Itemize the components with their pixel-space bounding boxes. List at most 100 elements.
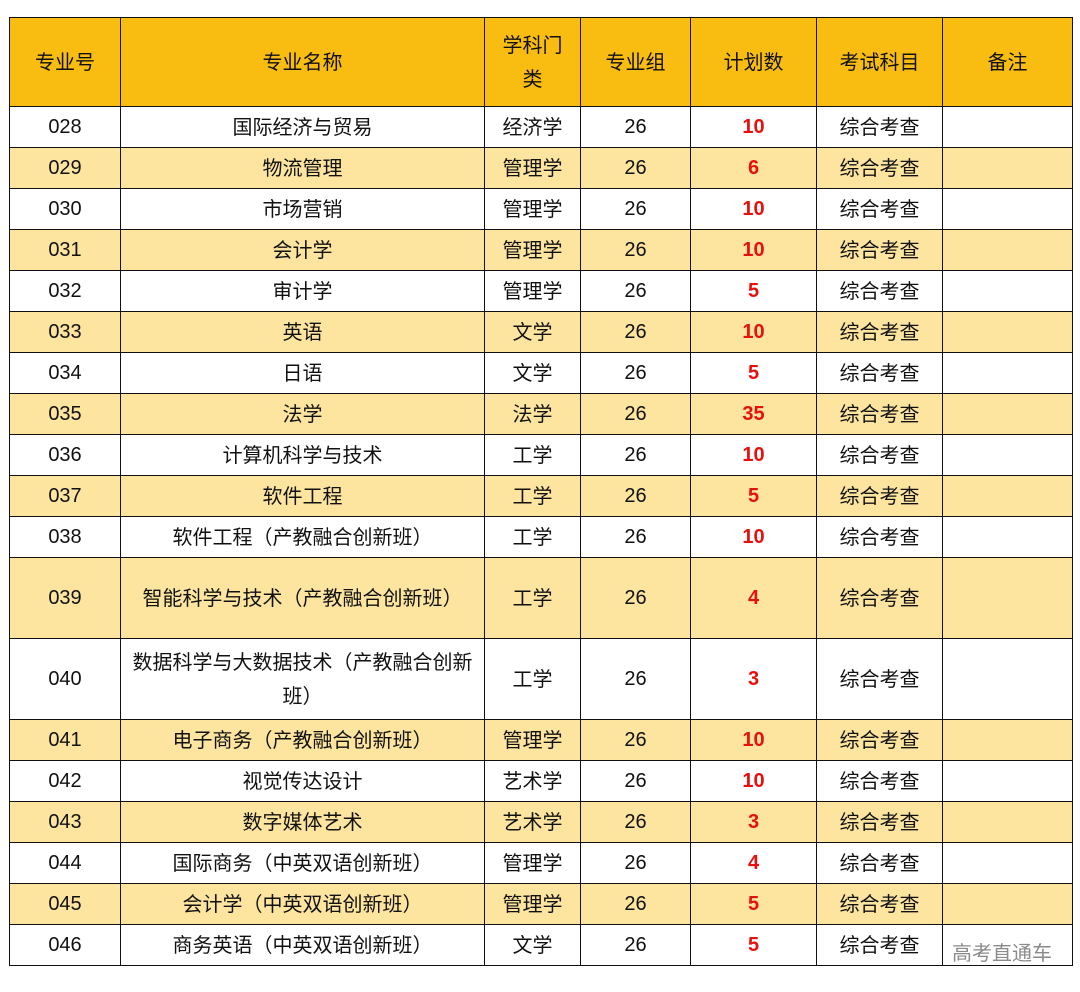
cell-group: 26 bbox=[580, 557, 691, 639]
cell-name: 智能科学与技术（产教融合创新班） bbox=[120, 557, 485, 639]
cell-category: 管理学 bbox=[484, 842, 581, 884]
cell-count: 4 bbox=[690, 842, 817, 884]
cell-note bbox=[942, 719, 1073, 761]
cell-name: 商务英语（中英双语创新班） bbox=[120, 924, 485, 966]
table-row: 033 英语 文学 26 10 综合考查 bbox=[9, 311, 1073, 353]
cell-group: 26 bbox=[580, 924, 691, 966]
cell-note bbox=[942, 147, 1073, 189]
cell-note bbox=[942, 352, 1073, 394]
cell-name: 计算机科学与技术 bbox=[120, 434, 485, 476]
cell-code: 042 bbox=[9, 760, 121, 802]
table-row: 041 电子商务（产教融合创新班） 管理学 26 10 综合考查 bbox=[9, 719, 1073, 761]
cell-count: 10 bbox=[690, 719, 817, 761]
table-row: 031 会计学 管理学 26 10 综合考查 bbox=[9, 229, 1073, 271]
cell-category: 工学 bbox=[484, 434, 581, 476]
cell-subject: 综合考查 bbox=[816, 801, 943, 843]
table-row: 040 数据科学与大数据技术（产教融合创新班） 工学 26 3 综合考查 bbox=[9, 638, 1073, 720]
watermark: 高考直通车 bbox=[952, 941, 1052, 965]
cell-name: 物流管理 bbox=[120, 147, 485, 189]
cell-count: 6 bbox=[690, 147, 817, 189]
cell-category: 工学 bbox=[484, 557, 581, 639]
cell-group: 26 bbox=[580, 311, 691, 353]
cell-name: 数据科学与大数据技术（产教融合创新班） bbox=[120, 638, 485, 720]
cell-code: 033 bbox=[9, 311, 121, 353]
cell-name: 软件工程（产教融合创新班） bbox=[120, 516, 485, 558]
cell-count: 10 bbox=[690, 760, 817, 802]
cell-group: 26 bbox=[580, 434, 691, 476]
cell-name: 会计学（中英双语创新班） bbox=[120, 883, 485, 925]
cell-group: 26 bbox=[580, 842, 691, 884]
cell-count: 10 bbox=[690, 229, 817, 271]
table-row: 045 会计学（中英双语创新班） 管理学 26 5 综合考查 bbox=[9, 883, 1073, 925]
cell-code: 044 bbox=[9, 842, 121, 884]
cell-name: 软件工程 bbox=[120, 475, 485, 517]
table-row: 039 智能科学与技术（产教融合创新班） 工学 26 4 综合考查 bbox=[9, 557, 1073, 639]
cell-name: 视觉传达设计 bbox=[120, 760, 485, 802]
cell-name: 国际商务（中英双语创新班） bbox=[120, 842, 485, 884]
cell-category: 艺术学 bbox=[484, 801, 581, 843]
cell-group: 26 bbox=[580, 719, 691, 761]
cell-name: 会计学 bbox=[120, 229, 485, 271]
cell-subject: 综合考查 bbox=[816, 883, 943, 925]
cell-count: 3 bbox=[690, 638, 817, 720]
cell-code: 035 bbox=[9, 393, 121, 435]
cell-category: 管理学 bbox=[484, 883, 581, 925]
cell-name: 审计学 bbox=[120, 270, 485, 312]
cell-category: 工学 bbox=[484, 638, 581, 720]
cell-category: 法学 bbox=[484, 393, 581, 435]
header-count: 计划数 bbox=[690, 17, 817, 107]
cell-category: 文学 bbox=[484, 311, 581, 353]
cell-code: 039 bbox=[9, 557, 121, 639]
cell-note bbox=[942, 557, 1073, 639]
table-row: 032 审计学 管理学 26 5 综合考查 bbox=[9, 270, 1073, 312]
table-row: 030 市场营销 管理学 26 10 综合考查 bbox=[9, 188, 1073, 230]
cell-group: 26 bbox=[580, 106, 691, 148]
cell-group: 26 bbox=[580, 760, 691, 802]
table-row: 044 国际商务（中英双语创新班） 管理学 26 4 综合考查 bbox=[9, 842, 1073, 884]
cell-group: 26 bbox=[580, 393, 691, 435]
cell-code: 038 bbox=[9, 516, 121, 558]
cell-group: 26 bbox=[580, 352, 691, 394]
cell-count: 10 bbox=[690, 434, 817, 476]
cell-group: 26 bbox=[580, 883, 691, 925]
cell-count: 5 bbox=[690, 924, 817, 966]
cell-category: 工学 bbox=[484, 475, 581, 517]
cell-name: 法学 bbox=[120, 393, 485, 435]
cell-category: 艺术学 bbox=[484, 760, 581, 802]
cell-note bbox=[942, 106, 1073, 148]
cell-code: 043 bbox=[9, 801, 121, 843]
table-row: 035 法学 法学 26 35 综合考查 bbox=[9, 393, 1073, 435]
cell-code: 041 bbox=[9, 719, 121, 761]
cell-note bbox=[942, 801, 1073, 843]
cell-subject: 综合考查 bbox=[816, 270, 943, 312]
cell-category: 文学 bbox=[484, 924, 581, 966]
cell-note bbox=[942, 638, 1073, 720]
header-code: 专业号 bbox=[9, 17, 121, 107]
cell-subject: 综合考查 bbox=[816, 188, 943, 230]
cell-category: 管理学 bbox=[484, 270, 581, 312]
cell-subject: 综合考查 bbox=[816, 475, 943, 517]
cell-code: 037 bbox=[9, 475, 121, 517]
table-row: 043 数字媒体艺术 艺术学 26 3 综合考查 bbox=[9, 801, 1073, 843]
cell-count: 3 bbox=[690, 801, 817, 843]
cell-code: 036 bbox=[9, 434, 121, 476]
cell-subject: 综合考查 bbox=[816, 719, 943, 761]
cell-name: 数字媒体艺术 bbox=[120, 801, 485, 843]
header-note: 备注 bbox=[942, 17, 1073, 107]
table-row: 036 计算机科学与技术 工学 26 10 综合考查 bbox=[9, 434, 1073, 476]
cell-count: 10 bbox=[690, 516, 817, 558]
cell-count: 10 bbox=[690, 188, 817, 230]
cell-name: 市场营销 bbox=[120, 188, 485, 230]
cell-note bbox=[942, 842, 1073, 884]
table-row: 034 日语 文学 26 5 综合考查 bbox=[9, 352, 1073, 394]
cell-subject: 综合考查 bbox=[816, 924, 943, 966]
cell-count: 5 bbox=[690, 475, 817, 517]
cell-count: 10 bbox=[690, 106, 817, 148]
table-header-row: 专业号 专业名称 学科门类 专业组 计划数 考试科目 备注 bbox=[9, 17, 1073, 107]
cell-subject: 综合考查 bbox=[816, 229, 943, 271]
cell-subject: 综合考查 bbox=[816, 516, 943, 558]
cell-note bbox=[942, 434, 1073, 476]
cell-subject: 综合考查 bbox=[816, 147, 943, 189]
cell-note bbox=[942, 270, 1073, 312]
table-row: 037 软件工程 工学 26 5 综合考查 bbox=[9, 475, 1073, 517]
